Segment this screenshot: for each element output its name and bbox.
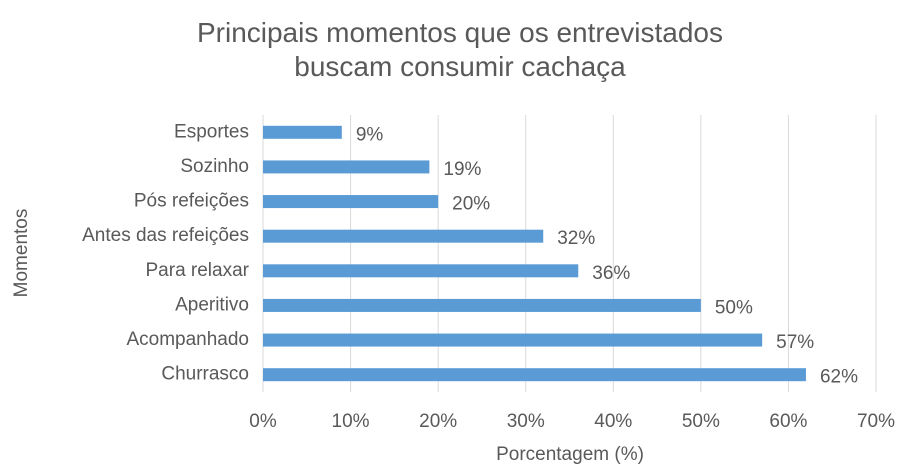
x-tick-label: 50% — [682, 411, 720, 432]
x-axis-label: Porcentagem (%) — [496, 444, 644, 465]
x-tick-label: 70% — [857, 411, 895, 432]
y-tick-label: Pós refeições — [134, 191, 249, 212]
y-tick-label: Churrasco — [161, 364, 249, 385]
bar — [263, 333, 763, 347]
bar — [263, 195, 439, 209]
chart-title: Principais momentos que os entrevistados… — [196, 17, 724, 82]
x-tick-label: 20% — [419, 411, 457, 432]
data-label: 32% — [557, 228, 595, 249]
data-label: 36% — [592, 263, 630, 284]
bar — [263, 229, 544, 243]
x-tick-label: 30% — [507, 411, 545, 432]
data-label: 62% — [820, 367, 858, 388]
y-tick-label: Acompanhado — [126, 329, 249, 350]
y-tick-label: Aperitivo — [175, 294, 249, 315]
bar — [263, 125, 342, 139]
y-tick-label: Esportes — [174, 121, 249, 142]
x-tick-label: 10% — [332, 411, 370, 432]
bar — [263, 368, 806, 382]
data-label: 9% — [356, 124, 384, 145]
x-tick-label: 40% — [594, 411, 632, 432]
y-tick-label: Sozinho — [180, 156, 249, 177]
data-label: 19% — [443, 159, 481, 180]
x-tick-label: 60% — [769, 411, 807, 432]
data-label: 57% — [776, 332, 814, 353]
data-label: 20% — [452, 194, 490, 215]
y-axis-label: Momentos — [11, 209, 32, 298]
x-tick-label: 0% — [249, 411, 277, 432]
bar — [263, 160, 430, 174]
y-tick-label: Para relaxar — [146, 260, 250, 281]
data-label: 50% — [715, 297, 753, 318]
bar — [263, 298, 701, 312]
bar — [263, 264, 579, 278]
y-tick-label: Antes das refeições — [82, 225, 249, 246]
